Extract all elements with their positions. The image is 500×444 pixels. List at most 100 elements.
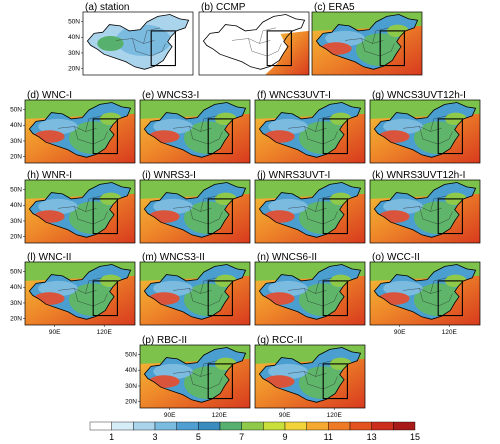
- analysis-box: [437, 118, 463, 155]
- panel-frame: [139, 179, 251, 244]
- panel-title: (k) WNRS3UVT12h-I: [372, 170, 465, 181]
- panel-title: (p) RBC-II: [142, 335, 187, 346]
- country-outline: [258, 182, 362, 238]
- panel-title: (n) WNCS6-II: [257, 252, 317, 263]
- colorbar-tick-label: 3: [152, 432, 157, 442]
- province-boundary: [315, 277, 333, 294]
- analysis-box: [266, 30, 292, 67]
- panel-frame: [254, 261, 366, 326]
- map-panel: (g) WNCS3UVT12h-I: [369, 90, 481, 164]
- province-boundary: [231, 38, 271, 44]
- country-outline: [373, 102, 477, 158]
- province-boundary: [85, 195, 103, 212]
- province-boundary: [402, 288, 442, 294]
- y-tick-label: 20N: [10, 154, 22, 161]
- province-boundary: [323, 211, 338, 225]
- colorbar-swatch: [263, 421, 286, 431]
- x-tick-label: 120E: [327, 412, 343, 419]
- province-boundary: [304, 371, 324, 390]
- analysis-box: [437, 280, 463, 317]
- country-outline: [86, 14, 190, 70]
- province-boundary: [115, 38, 155, 44]
- panel-title: (l) WNC-II: [27, 252, 71, 263]
- province-boundary: [402, 126, 442, 132]
- y-tick-label: 50N: [10, 106, 22, 113]
- map-panel: (b) CCMP: [198, 2, 310, 76]
- province-boundary: [189, 206, 209, 225]
- analysis-box: [207, 198, 233, 235]
- colorbar-tick-label: 11: [324, 432, 333, 442]
- province-boundary: [189, 126, 209, 145]
- panel-frame: [254, 344, 366, 409]
- panel-frame: [139, 261, 251, 326]
- map-panel: (q) RCC-II 90E 120E: [254, 335, 366, 419]
- province-boundary: [172, 126, 212, 132]
- y-tick-label: 50N: [10, 186, 22, 193]
- analysis-box: [207, 280, 233, 317]
- map-panel: (p) RBC-II 50N 40N 30N 20N 90E 120E: [125, 335, 251, 419]
- panel-title: (h) WNR-I: [27, 170, 72, 181]
- country-outline: [315, 14, 419, 70]
- panel-title: (i) WNRS3-I: [142, 170, 196, 181]
- province-boundary: [438, 131, 453, 145]
- y-tick-label: 30N: [10, 300, 22, 307]
- province-boundary: [151, 43, 166, 57]
- province-boundary: [200, 115, 218, 132]
- province-boundary: [93, 211, 108, 225]
- province-boundary: [93, 131, 108, 145]
- x-tick-label: 90E: [164, 412, 176, 419]
- province-boundary: [287, 126, 327, 132]
- analysis-box: [207, 363, 233, 400]
- province-boundary: [208, 131, 223, 145]
- y-tick-label: 40N: [10, 284, 22, 291]
- province-boundary: [200, 195, 218, 212]
- x-tick-label: 120E: [97, 329, 113, 336]
- panel-frame: [254, 99, 366, 164]
- analysis-box: [92, 198, 118, 235]
- province-boundary: [304, 126, 324, 145]
- y-tick-label: 30N: [10, 218, 22, 225]
- y-tick-label: 40N: [68, 34, 80, 41]
- colorbar-tick-label: 13: [367, 432, 377, 442]
- province-boundary: [419, 206, 439, 225]
- analysis-box: [150, 30, 176, 67]
- province-boundary: [438, 211, 453, 225]
- panel-frame: [82, 11, 194, 76]
- y-tick-label: 20N: [10, 316, 22, 323]
- province-boundary: [344, 38, 384, 44]
- y-tick-label: 20N: [125, 399, 137, 406]
- panel-title: (m) WNCS3-II: [142, 252, 205, 263]
- map-panel: (a) station 50N 40N 30N 20N: [68, 2, 194, 76]
- province-boundary: [315, 115, 333, 132]
- province-boundary: [287, 371, 327, 377]
- y-tick-label: 30N: [10, 138, 22, 145]
- panel-title: (d) WNC-I: [27, 90, 72, 101]
- country-outline: [143, 182, 247, 238]
- analysis-box: [92, 280, 118, 317]
- province-boundary: [85, 115, 103, 132]
- province-boundary: [93, 293, 108, 307]
- province-boundary: [74, 126, 94, 145]
- province-boundary: [74, 288, 94, 307]
- province-boundary: [315, 360, 333, 377]
- province-boundary: [315, 195, 333, 212]
- y-tick-label: 50N: [68, 18, 80, 25]
- colorbar-tick-label: 9: [282, 432, 287, 442]
- colorbar-swatch: [306, 421, 329, 431]
- province-boundary: [259, 27, 277, 44]
- country-outline: [143, 102, 247, 158]
- province-boundary: [57, 206, 97, 212]
- colorbar-tick-label: 5: [196, 432, 201, 442]
- y-tick-label: 40N: [10, 122, 22, 129]
- y-tick-label: 30N: [68, 50, 80, 57]
- province-boundary: [200, 277, 218, 294]
- y-tick-label: 20N: [68, 66, 80, 73]
- panel-title: (q) RCC-II: [257, 335, 303, 346]
- province-boundary: [189, 371, 209, 390]
- province-boundary: [248, 38, 268, 57]
- province-boundary: [267, 43, 282, 57]
- province-boundary: [85, 277, 103, 294]
- panel-frame: [369, 99, 481, 164]
- province-boundary: [57, 288, 97, 294]
- province-boundary: [74, 206, 94, 225]
